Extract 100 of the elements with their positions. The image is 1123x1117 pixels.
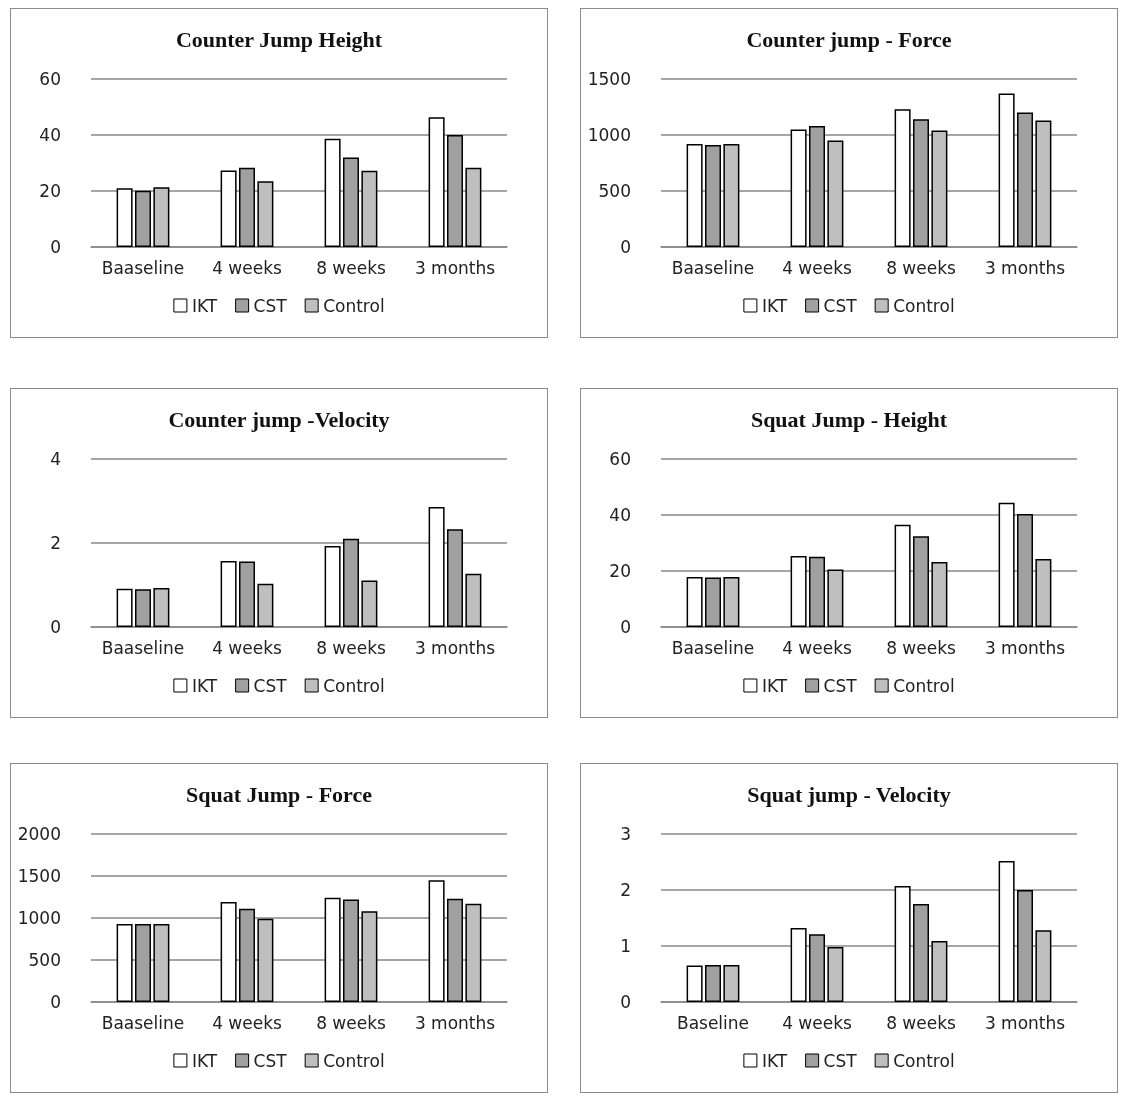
y-tick-label: 60	[39, 69, 61, 89]
bar	[447, 898, 463, 1002]
bar	[931, 940, 948, 1002]
bar	[324, 897, 341, 1002]
bar	[913, 536, 929, 627]
bar	[220, 561, 237, 627]
bar	[135, 589, 151, 627]
chart-title: Counter jump - Force	[746, 26, 952, 52]
x-tick-label: Baaseline	[101, 1012, 185, 1033]
bar	[465, 573, 482, 627]
bar	[894, 109, 911, 247]
x-tick-label: 3 months	[984, 257, 1066, 278]
bar	[428, 117, 445, 247]
legend-label: Control	[323, 675, 385, 696]
bar	[447, 135, 463, 247]
x-tick-label: 8 weeks	[886, 1012, 957, 1033]
legend-label: IKT	[191, 1050, 218, 1071]
bar	[894, 524, 911, 627]
y-tick-label: 0	[50, 992, 61, 1012]
y-tick-label: 40	[39, 125, 61, 145]
bar	[809, 934, 825, 1002]
bar	[447, 529, 463, 627]
bar	[428, 880, 445, 1002]
x-tick-label: 8 weeks	[886, 257, 957, 278]
bar	[790, 555, 807, 627]
bar	[257, 583, 274, 627]
legend-label: Control	[893, 675, 955, 696]
x-tick-label: 8 weeks	[316, 1012, 387, 1033]
x-tick-label: 8 weeks	[886, 637, 957, 658]
bar	[239, 561, 255, 627]
bar	[153, 587, 170, 627]
legend-label: Control	[893, 1050, 955, 1071]
y-tick-label: 0	[50, 617, 61, 637]
bar	[257, 918, 274, 1002]
bar	[428, 506, 445, 627]
x-tick-label: 3 months	[414, 257, 496, 278]
bar	[135, 190, 151, 247]
y-tick-label: 1000	[587, 125, 631, 145]
x-tick-label: 4 weeks	[212, 637, 283, 658]
bar	[790, 928, 807, 1002]
x-tick-label: 8 weeks	[316, 637, 387, 658]
x-tick-label: 3 months	[984, 637, 1066, 658]
y-tick-label: 1000	[17, 908, 61, 928]
x-tick-label: 4 weeks	[782, 637, 853, 658]
bar	[1035, 120, 1052, 247]
bar	[257, 181, 274, 247]
bar	[723, 576, 740, 627]
bar	[931, 562, 948, 627]
bar	[998, 93, 1015, 247]
bar	[809, 126, 825, 247]
x-tick-label: Baaseline	[671, 637, 755, 658]
bar	[343, 157, 359, 247]
legend-label: CST	[823, 1050, 858, 1071]
bar	[998, 502, 1015, 627]
x-tick-label: 4 weeks	[212, 257, 283, 278]
bar	[361, 580, 378, 627]
x-tick-label: Baaseline	[101, 257, 185, 278]
x-tick-label: 4 weeks	[782, 257, 853, 278]
bar	[361, 911, 378, 1002]
bar	[343, 899, 359, 1002]
x-tick-label: 3 months	[984, 1012, 1066, 1033]
y-tick-label: 3	[620, 824, 631, 844]
bar	[913, 904, 929, 1002]
bar	[220, 902, 237, 1002]
x-tick-label: 3 months	[414, 637, 496, 658]
legend-label: Control	[893, 295, 955, 316]
y-tick-label: 1500	[587, 69, 631, 89]
chart-title: Counter jump -Velocity	[168, 406, 390, 432]
bar	[827, 140, 844, 247]
legend-label: IKT	[761, 675, 788, 696]
bar	[239, 167, 255, 247]
bar	[135, 923, 151, 1002]
bar	[1017, 112, 1033, 247]
y-tick-label: 0	[620, 237, 631, 257]
bar	[1017, 890, 1033, 1002]
legend-label: CST	[253, 1050, 288, 1071]
y-tick-label: 2	[50, 533, 61, 553]
y-tick-label: 500	[28, 950, 61, 970]
y-tick-label: 0	[620, 992, 631, 1012]
bar	[827, 947, 844, 1002]
bar	[1035, 558, 1052, 627]
y-tick-label: 40	[609, 505, 631, 525]
y-tick-label: 60	[609, 449, 631, 469]
bar	[361, 170, 378, 247]
y-tick-label: 0	[620, 617, 631, 637]
bar	[686, 576, 703, 627]
bar	[116, 188, 133, 247]
y-tick-label: 20	[39, 181, 61, 201]
bar	[324, 545, 341, 627]
bar	[153, 923, 170, 1002]
bar	[686, 965, 703, 1002]
bar	[894, 886, 911, 1002]
chart-title: Squat Jump - Force	[186, 781, 373, 807]
bar	[913, 119, 929, 247]
bar	[705, 965, 721, 1002]
legend-label: IKT	[761, 1050, 788, 1071]
legend-label: CST	[253, 675, 288, 696]
chart-title: Squat jump - Velocity	[747, 781, 951, 807]
bar	[343, 538, 359, 627]
bar	[998, 860, 1015, 1002]
